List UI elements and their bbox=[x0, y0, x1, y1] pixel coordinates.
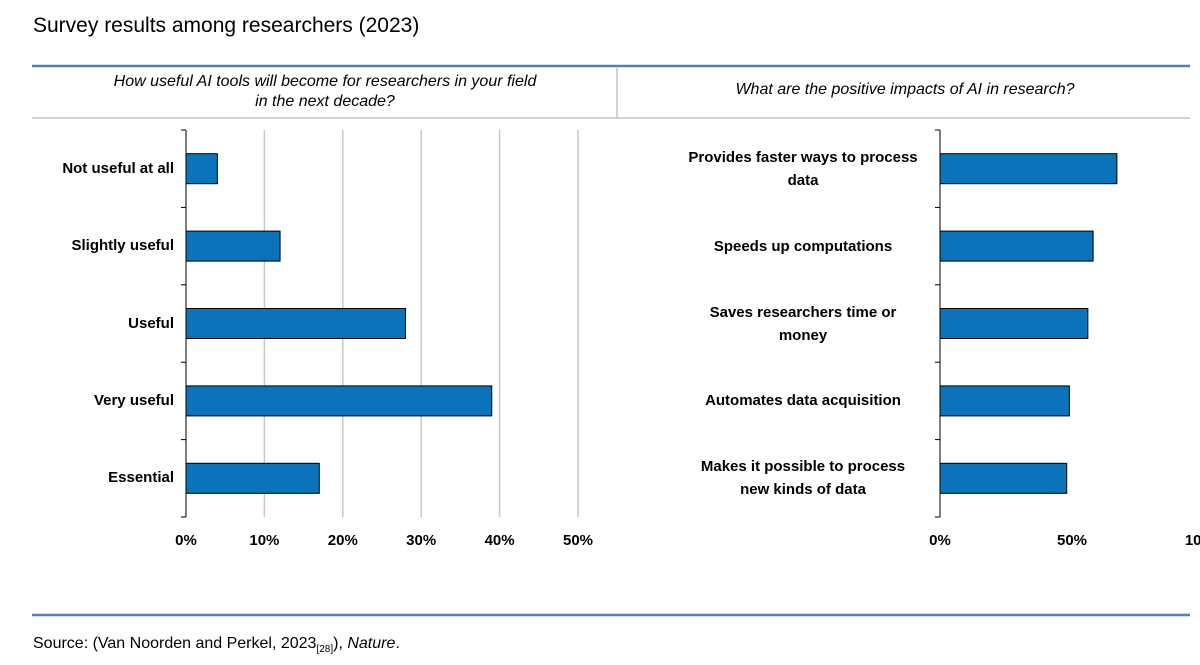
source-text: ), bbox=[333, 635, 348, 652]
bar bbox=[939, 230, 1094, 262]
x-tick-label: 50% bbox=[563, 532, 593, 549]
source-journal: Nature bbox=[347, 635, 396, 652]
bar bbox=[185, 308, 407, 339]
bar bbox=[939, 385, 1070, 417]
source-text: . bbox=[395, 635, 400, 652]
source-ref: [28] bbox=[316, 644, 334, 656]
chart-title: What are the positive impacts of AI in r… bbox=[735, 81, 1075, 98]
bar bbox=[939, 153, 1118, 185]
y-tick-label: Useful bbox=[128, 314, 174, 332]
y-tick-label: Essential bbox=[108, 469, 174, 487]
source-text: Source: (Van Noorden and Perkel, 2023 bbox=[33, 635, 317, 652]
bar bbox=[185, 385, 493, 417]
source: Source: (Van Noorden and Perkel, 2023[28… bbox=[33, 635, 400, 655]
chart-title: How useful AI tools will become for rese… bbox=[113, 73, 537, 110]
y-tick-label: Speeds up computations bbox=[713, 237, 893, 255]
bar bbox=[185, 153, 218, 185]
x-tick-label: 0% bbox=[929, 532, 951, 549]
x-tick-label: 30% bbox=[406, 532, 436, 549]
x-tick-label: 40% bbox=[485, 532, 515, 549]
y-tick-label: Provides faster ways to process data bbox=[688, 148, 918, 189]
x-tick-label: 20% bbox=[328, 532, 358, 549]
x-tick-label: 10% bbox=[249, 532, 279, 549]
y-tick-label: Slightly useful bbox=[71, 237, 174, 255]
bar bbox=[939, 462, 1068, 494]
y-tick-label: Very useful bbox=[93, 391, 174, 409]
y-tick-label: Saves researchers time or money bbox=[709, 303, 897, 344]
x-tick-label: 0% bbox=[175, 532, 197, 549]
x-tick-label: 50% bbox=[1057, 532, 1087, 549]
y-tick-label: Automates data acquisition bbox=[705, 392, 901, 410]
bar bbox=[939, 308, 1089, 339]
bar bbox=[185, 230, 281, 262]
page-title: Survey results among researchers (2023) bbox=[33, 14, 420, 37]
y-tick-label: Makes it possible to process new kinds o… bbox=[700, 458, 906, 499]
bar bbox=[185, 462, 320, 494]
x-tick-label: 100% bbox=[1185, 532, 1200, 549]
y-tick-label: Not useful at all bbox=[62, 159, 174, 177]
